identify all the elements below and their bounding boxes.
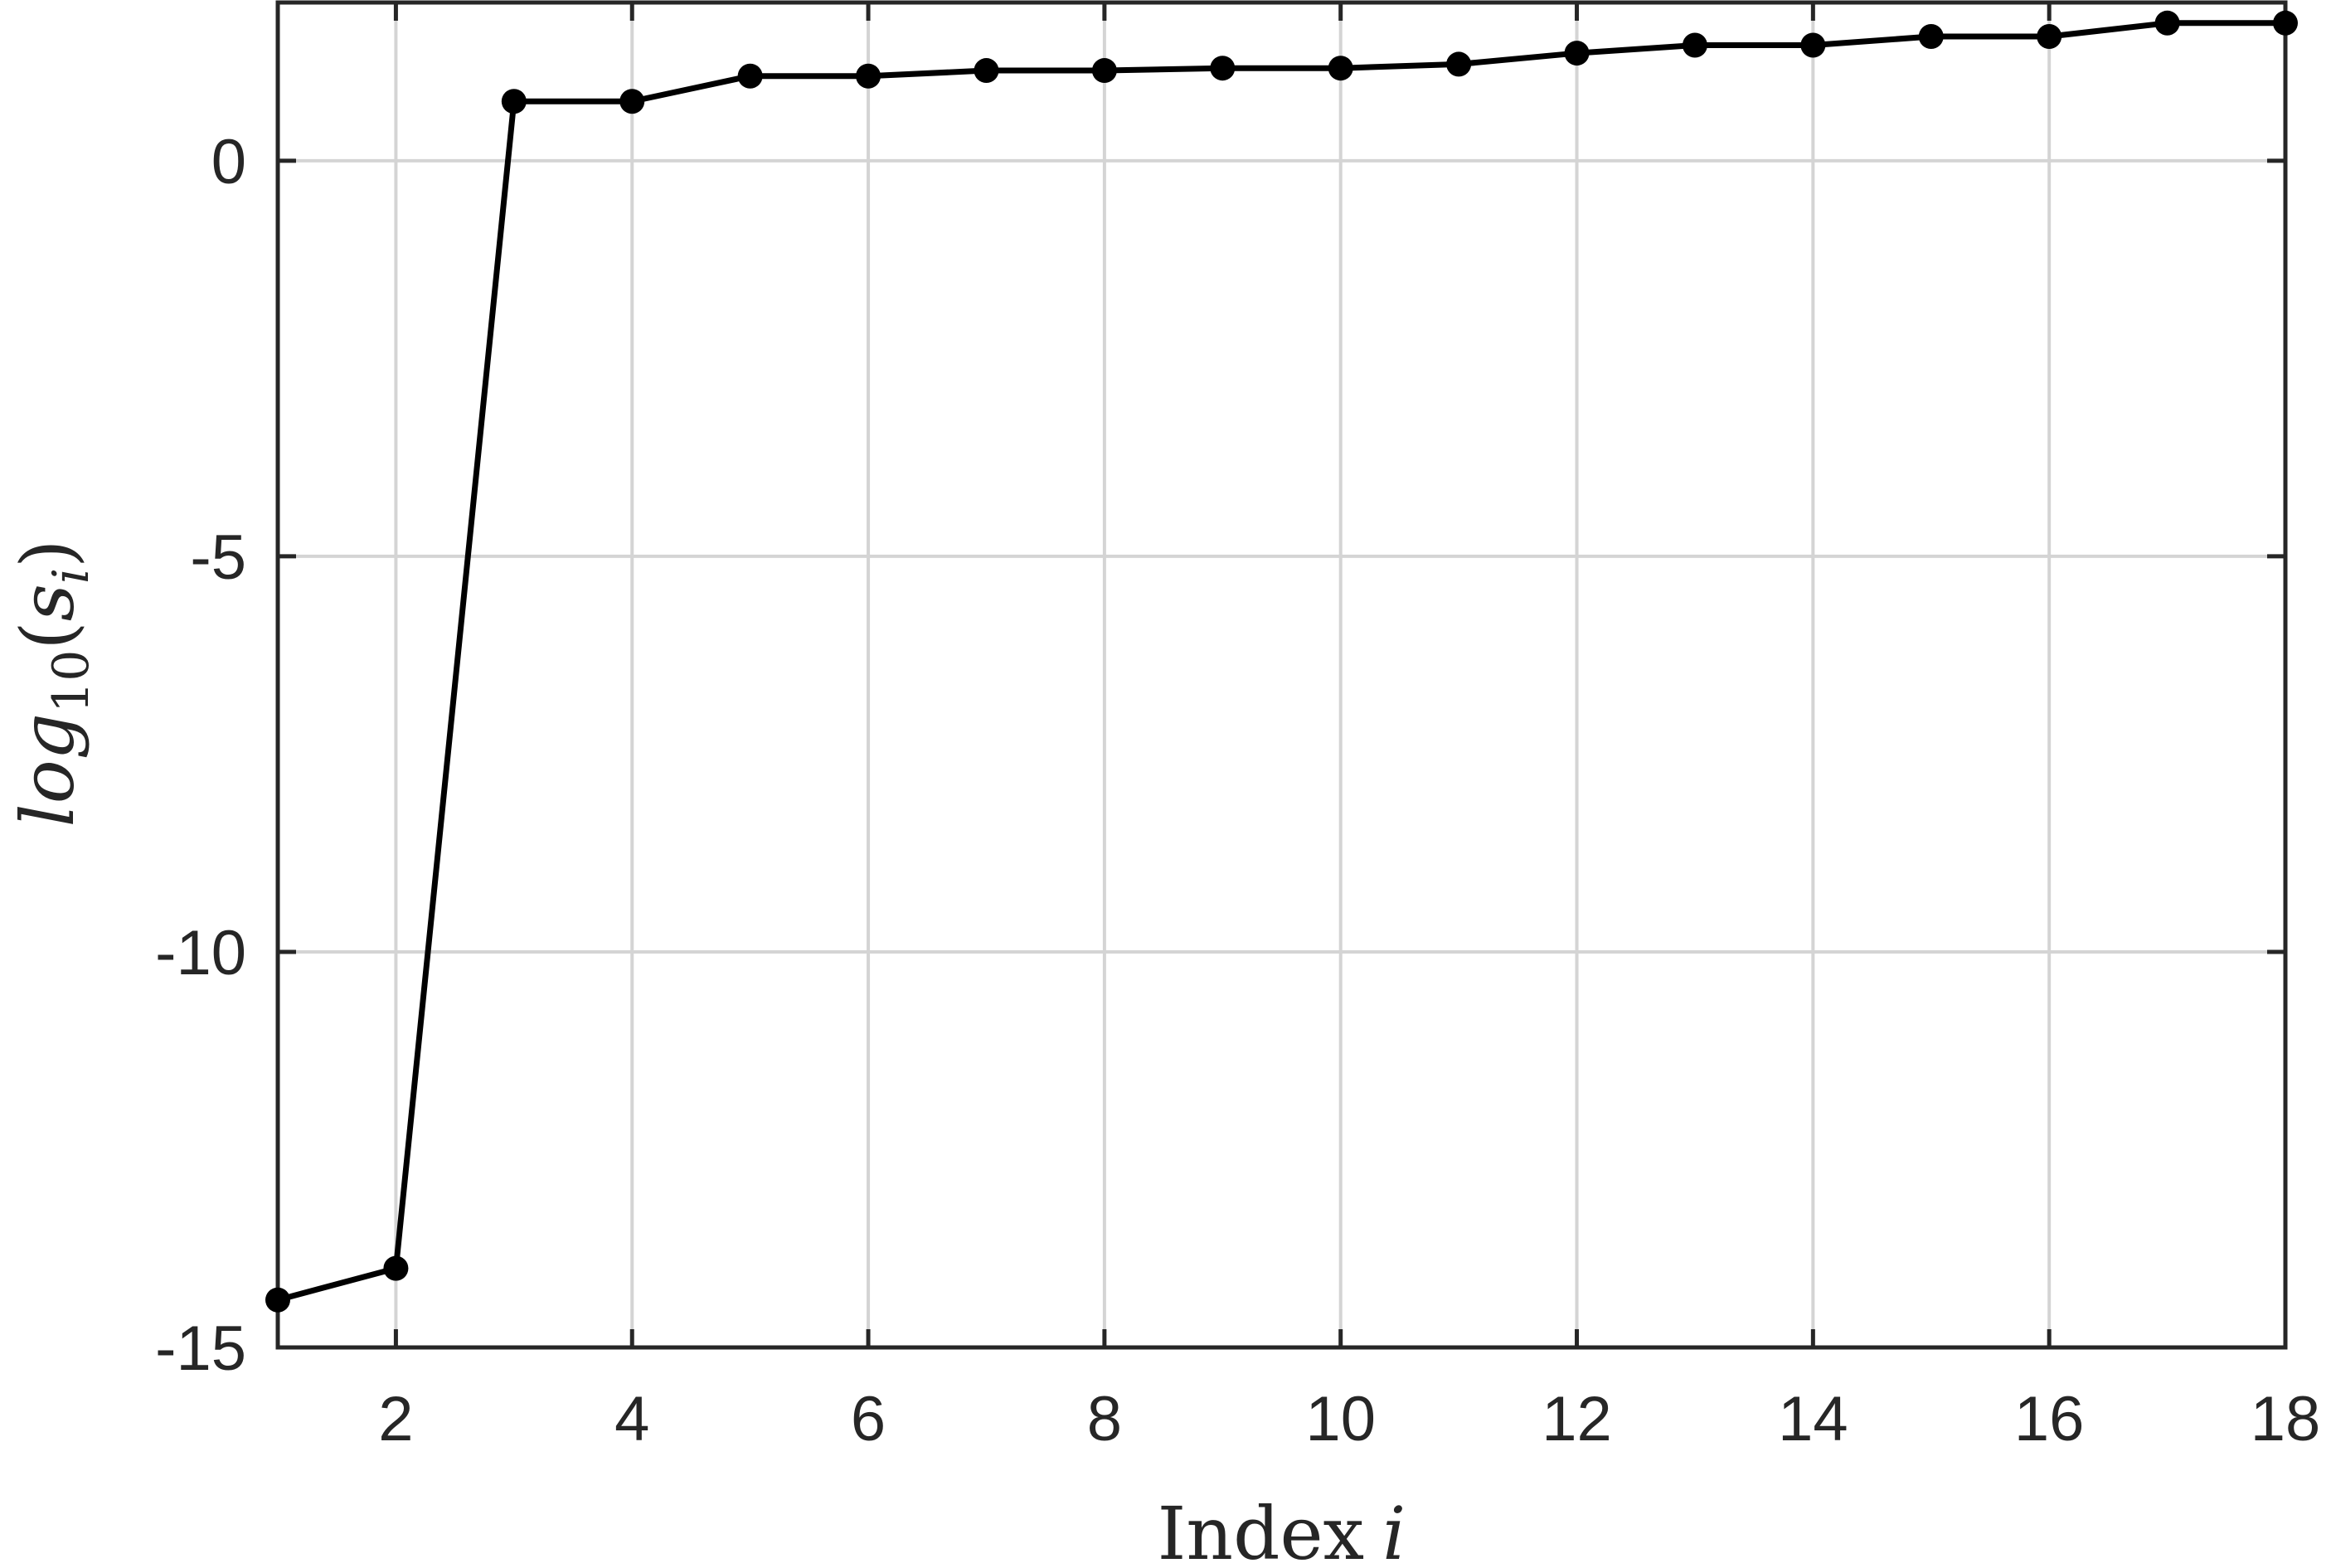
data-point (1091, 58, 1117, 84)
x-tick-label: 8 (1087, 1384, 1122, 1454)
x-axis-variable: i (1382, 1491, 1406, 1568)
y-axis-label-open-paren: ( (5, 621, 90, 649)
y-tick-label: -5 (190, 522, 246, 593)
data-point (1328, 56, 1353, 81)
data-point (619, 89, 645, 114)
y-axis-label-arg-subscript: i (42, 568, 100, 584)
data-point (2037, 24, 2062, 50)
axes-box (275, 0, 2288, 1350)
data-point (1564, 41, 1590, 66)
data-point (2154, 10, 2180, 36)
y-tick-label: -15 (155, 1313, 246, 1384)
data-point (1800, 32, 1826, 58)
y-axis-label-arg: s (5, 584, 90, 621)
data-point (1446, 51, 1472, 77)
data-point (501, 89, 527, 114)
y-tick-label: -10 (155, 918, 246, 988)
data-point (265, 1287, 290, 1313)
x-tick-label: 2 (378, 1384, 413, 1454)
data-point (737, 63, 763, 89)
x-tick-label: 6 (851, 1384, 886, 1454)
x-tick-label: 10 (1305, 1384, 1376, 1454)
x-axis-label: Index (1158, 1491, 1364, 1568)
x-tick-labels: 2 4 6 8 10 12 14 16 18 (378, 1384, 2320, 1454)
data-point (856, 63, 881, 89)
x-axis-title: Index i (1158, 1491, 1406, 1568)
tick-marks (278, 2, 2288, 1350)
y-axis-label-subscript: 10 (42, 650, 100, 713)
y-axis-title: log10(si) (5, 540, 100, 828)
data-point (1918, 24, 1944, 50)
y-axis-label-close-paren: ) (5, 540, 90, 568)
y-tick-label: 0 (211, 127, 246, 197)
x-tick-label: 14 (1778, 1384, 1848, 1454)
data-point (2273, 10, 2298, 36)
x-tick-label: 12 (1542, 1384, 1612, 1454)
data-point (1210, 56, 1236, 81)
x-tick-label: 18 (2251, 1384, 2321, 1454)
series (265, 10, 2298, 1313)
y-axis-label-log: log (5, 713, 90, 827)
x-tick-label: 4 (614, 1384, 649, 1454)
data-point (383, 1255, 409, 1281)
data-point (1682, 32, 1707, 58)
x-tick-label: 16 (2014, 1384, 2085, 1454)
y-tick-labels: 0 -5 -10 -15 (155, 127, 246, 1384)
series-line (277, 20, 2285, 1303)
data-point (974, 58, 999, 84)
